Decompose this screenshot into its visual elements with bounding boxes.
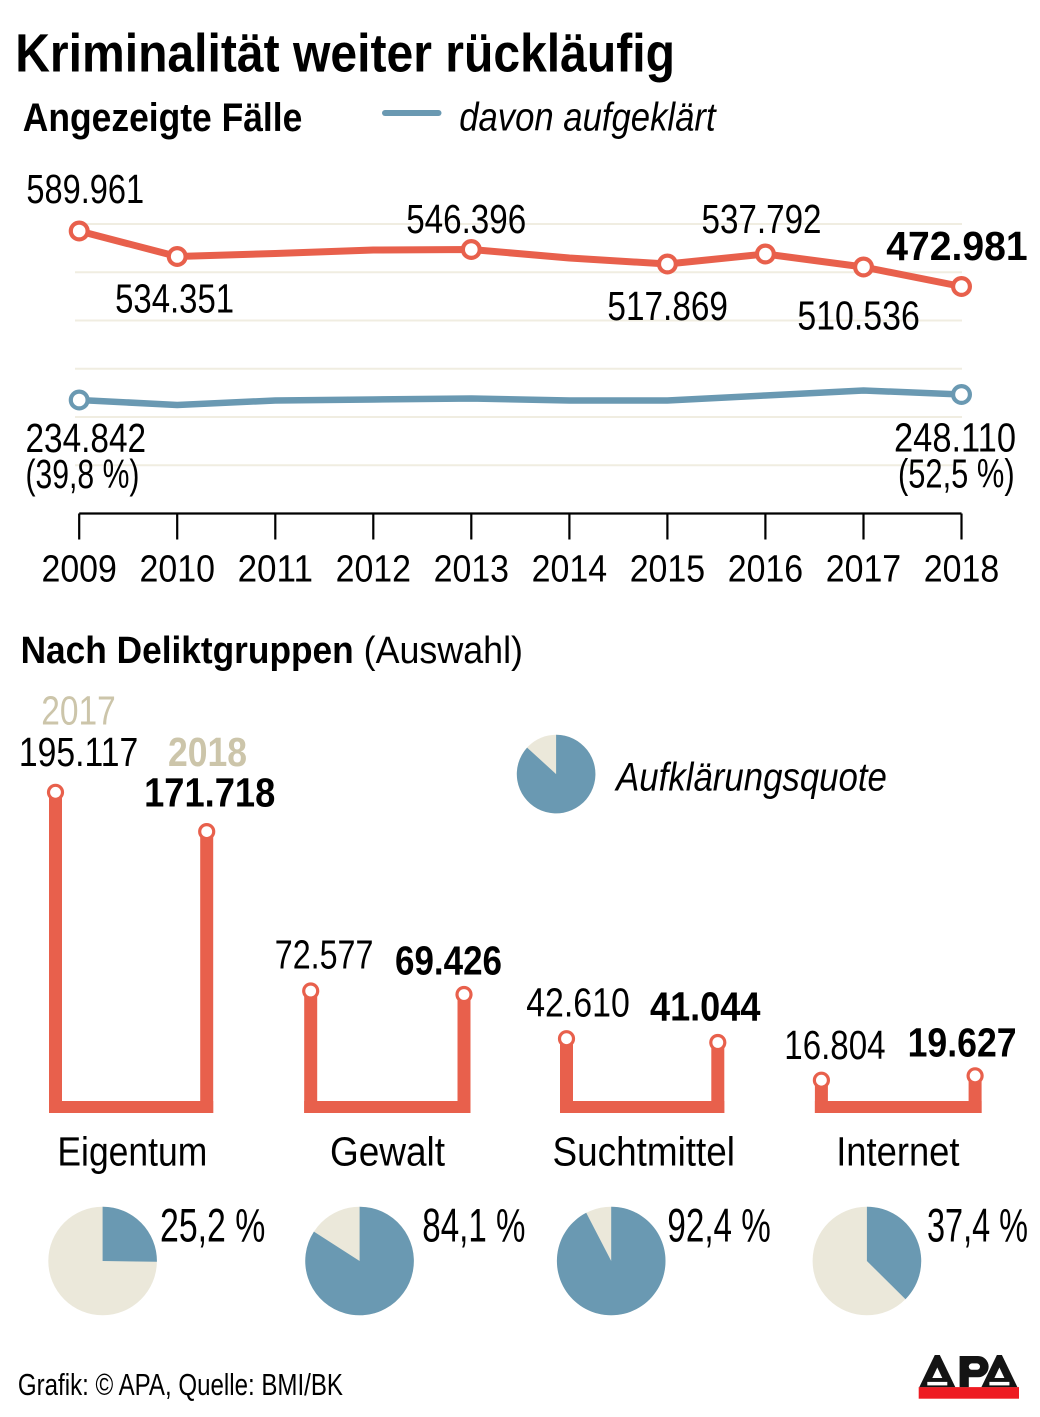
svg-text:2011: 2011 xyxy=(238,549,313,591)
svg-text:537.792: 537.792 xyxy=(702,196,822,242)
svg-text:Angezeigte Fälle: Angezeigte Fälle xyxy=(23,96,303,140)
svg-text:19.627: 19.627 xyxy=(908,1019,1017,1065)
svg-text:248.110: 248.110 xyxy=(894,415,1016,461)
svg-text:546.396: 546.396 xyxy=(406,196,526,242)
svg-text:2018: 2018 xyxy=(168,729,247,775)
svg-text:92,4 %: 92,4 % xyxy=(667,1199,770,1252)
svg-text:195.117: 195.117 xyxy=(19,729,138,775)
svg-text:Kriminalität weiter rückläufig: Kriminalität weiter rückläufig xyxy=(15,23,675,83)
svg-text:510.536: 510.536 xyxy=(797,292,919,338)
svg-text:37,4 %: 37,4 % xyxy=(927,1199,1028,1252)
svg-text:Internet: Internet xyxy=(836,1129,960,1175)
svg-text:472.981: 472.981 xyxy=(886,223,1027,269)
svg-text:171.718: 171.718 xyxy=(144,769,275,815)
svg-text:69.426: 69.426 xyxy=(395,938,502,984)
svg-text:(52,5 %): (52,5 %) xyxy=(898,451,1015,497)
svg-text:(Auswahl): (Auswahl) xyxy=(354,630,523,672)
svg-text:25,2 %: 25,2 % xyxy=(160,1199,265,1252)
svg-text:2017: 2017 xyxy=(41,687,116,733)
svg-text:2013: 2013 xyxy=(434,549,509,591)
svg-text:42.610: 42.610 xyxy=(526,979,630,1025)
svg-text:2015: 2015 xyxy=(630,549,705,591)
svg-text:2012: 2012 xyxy=(336,549,411,591)
svg-text:2016: 2016 xyxy=(728,549,803,591)
svg-text:41.044: 41.044 xyxy=(650,983,761,1029)
svg-text:2018: 2018 xyxy=(924,549,999,591)
svg-text:2010: 2010 xyxy=(140,549,215,591)
svg-text:Grafik: © APA, Quelle: BMI/BK: Grafik: © APA, Quelle: BMI/BK xyxy=(18,1367,343,1402)
svg-text:534.351: 534.351 xyxy=(115,275,234,321)
svg-text:davon aufgeklärt: davon aufgeklärt xyxy=(459,96,717,140)
svg-text:Nach Deliktgruppen: Nach Deliktgruppen xyxy=(21,630,354,672)
svg-text:84,1 %: 84,1 % xyxy=(422,1199,525,1252)
svg-text:72.577: 72.577 xyxy=(275,932,374,978)
svg-text:Eigentum: Eigentum xyxy=(57,1129,207,1175)
svg-text:Gewalt: Gewalt xyxy=(330,1129,446,1175)
svg-text:16.804: 16.804 xyxy=(784,1022,885,1068)
svg-text:Suchtmittel: Suchtmittel xyxy=(553,1129,736,1175)
svg-text:517.869: 517.869 xyxy=(607,283,728,329)
svg-text:2014: 2014 xyxy=(532,549,607,591)
svg-text:2017: 2017 xyxy=(826,549,901,591)
svg-text:2009: 2009 xyxy=(41,549,116,591)
svg-text:Aufklärungsquote: Aufklärungsquote xyxy=(614,756,887,800)
svg-text:589.961: 589.961 xyxy=(26,166,144,212)
svg-text:234.842: 234.842 xyxy=(26,415,147,461)
svg-text:(39,8 %): (39,8 %) xyxy=(26,451,140,497)
